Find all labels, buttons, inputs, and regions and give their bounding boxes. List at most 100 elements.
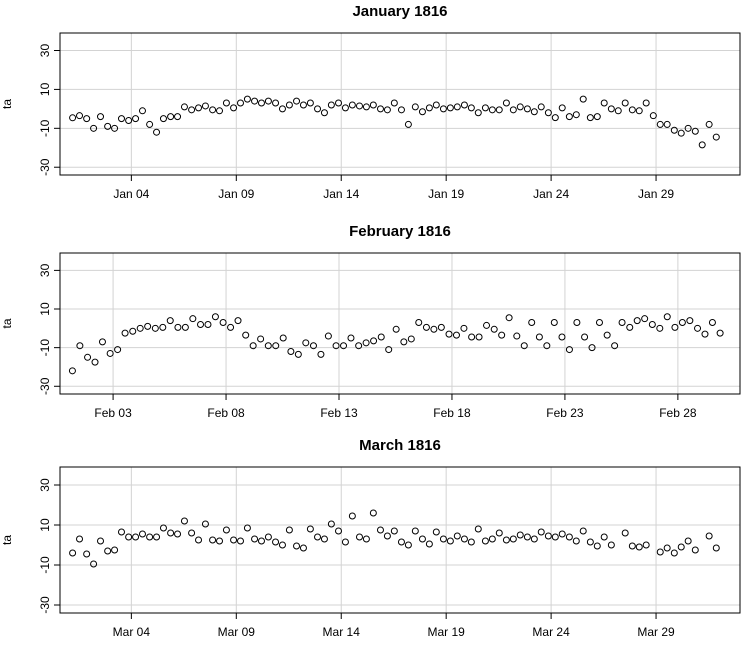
point <box>340 342 348 350</box>
point <box>383 106 391 114</box>
point <box>691 127 699 135</box>
point <box>159 524 167 532</box>
point <box>642 99 650 107</box>
point <box>648 320 656 328</box>
y-tick-label: -30 <box>38 596 52 614</box>
point <box>76 342 84 350</box>
point <box>278 105 286 113</box>
point <box>264 533 272 541</box>
point <box>370 337 378 345</box>
point <box>708 319 716 327</box>
point <box>558 104 566 112</box>
point <box>565 533 573 541</box>
point <box>222 99 230 107</box>
x-tick-label: Mar 19 <box>427 625 465 639</box>
y-axis-label: ta <box>0 99 14 109</box>
point <box>146 533 154 541</box>
point <box>293 97 301 105</box>
point <box>83 115 91 123</box>
point <box>400 338 408 346</box>
point <box>544 109 552 117</box>
chart-title: March 1816 <box>359 437 441 454</box>
y-axis-label: ta <box>0 535 14 545</box>
point <box>144 322 152 330</box>
point <box>335 99 343 107</box>
point <box>516 531 524 539</box>
x-tick-label: Jan 19 <box>428 187 464 201</box>
point <box>686 317 694 325</box>
point <box>502 536 510 544</box>
point <box>69 549 77 557</box>
x-tick-label: Feb 08 <box>207 406 245 420</box>
point <box>91 358 99 366</box>
point <box>474 525 482 533</box>
point <box>698 141 706 149</box>
y-tick-label: 30 <box>38 478 52 492</box>
point <box>138 530 146 538</box>
point <box>317 350 325 358</box>
y-tick-label: -10 <box>38 119 52 137</box>
point <box>537 528 545 536</box>
point <box>249 342 257 350</box>
point <box>278 541 286 549</box>
point <box>390 99 398 107</box>
point <box>430 325 438 333</box>
point <box>397 538 405 546</box>
point <box>216 537 224 545</box>
point <box>656 324 664 332</box>
point <box>76 112 84 120</box>
point <box>600 533 608 541</box>
point <box>90 560 98 568</box>
y-tick-label: 10 <box>38 82 52 96</box>
x-tick-label: Feb 13 <box>320 406 358 420</box>
point <box>523 105 531 113</box>
point <box>181 323 189 331</box>
point <box>535 333 543 341</box>
point <box>586 114 594 122</box>
point <box>279 334 287 342</box>
point <box>211 313 219 321</box>
point <box>490 325 498 333</box>
point <box>294 350 302 358</box>
point <box>404 541 412 549</box>
point <box>362 535 370 543</box>
point <box>98 338 106 346</box>
point <box>251 97 259 105</box>
point <box>83 550 91 558</box>
point <box>111 546 119 554</box>
point <box>550 319 558 327</box>
point <box>642 541 650 549</box>
point <box>236 99 244 107</box>
point <box>663 313 671 321</box>
point <box>309 342 317 350</box>
point <box>523 533 531 541</box>
x-tick-label: Feb 23 <box>546 406 584 420</box>
point <box>272 342 280 350</box>
point <box>302 339 310 347</box>
point <box>635 107 643 115</box>
point <box>90 124 98 132</box>
point <box>495 529 503 537</box>
point <box>513 332 521 340</box>
point <box>460 101 468 109</box>
point <box>467 104 475 112</box>
point <box>299 544 307 552</box>
point <box>227 323 235 331</box>
point <box>446 537 454 545</box>
x-tick-label: Mar 04 <box>113 625 151 639</box>
point <box>460 535 468 543</box>
point <box>257 335 265 343</box>
point <box>293 542 301 550</box>
x-tick-label: Feb 03 <box>94 406 132 420</box>
point <box>407 335 415 343</box>
point <box>355 342 363 350</box>
x-tick-label: Jan 09 <box>218 187 254 201</box>
point <box>376 105 384 113</box>
point <box>581 333 589 341</box>
point <box>415 319 423 327</box>
y-axis-label: ta <box>0 318 14 328</box>
point <box>579 95 587 103</box>
point <box>684 124 692 132</box>
point <box>314 533 322 541</box>
point <box>712 133 720 141</box>
